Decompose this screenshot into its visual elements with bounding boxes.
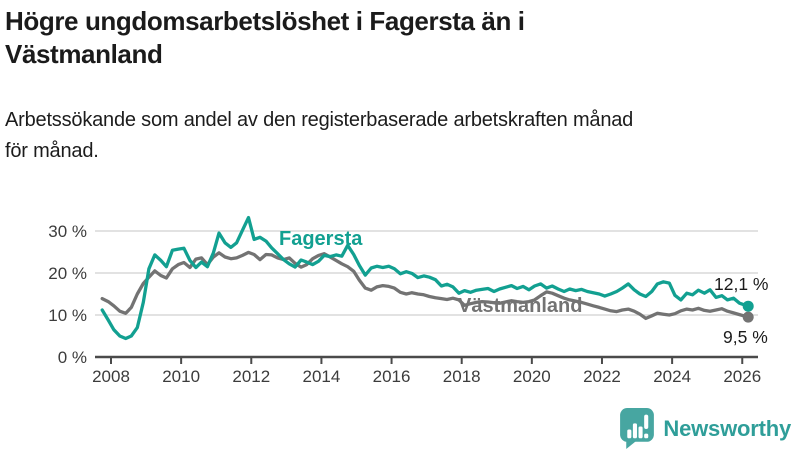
x-tick-label: 2020 — [513, 367, 551, 386]
subtitle-line-2: för månad. — [5, 140, 99, 162]
bar-1 — [627, 429, 632, 439]
y-tick-label: 10 % — [48, 306, 87, 325]
västmanland-value-label: 9,5 % — [723, 327, 768, 347]
bar-chart-exclamation-bubble-icon — [620, 408, 655, 449]
västmanland-series-label: Västmanland — [458, 295, 582, 317]
title-line-2: Västmanland — [5, 39, 163, 69]
bubble-shape — [620, 408, 655, 442]
chart-subtitle: Arbetssökande som andel av den registerb… — [5, 105, 633, 167]
exclamation-dot — [644, 433, 649, 439]
fagersta-line — [100, 215, 750, 341]
fagersta-end-dot — [742, 300, 754, 312]
x-tick-label: 2016 — [373, 367, 411, 386]
fagersta-series-label: Fagersta — [279, 228, 363, 250]
subtitle-line-1: Arbetssökande som andel av den registerb… — [5, 109, 634, 131]
x-tick-label: 2022 — [583, 367, 621, 386]
page-title: Högre ungdomsarbetslöshet i Fagersta än … — [5, 5, 525, 71]
x-tick-label: 2008 — [92, 367, 130, 386]
västmanland-end-dot — [742, 311, 754, 323]
title-line-1: Högre ungdomsarbetslöshet i Fagersta än … — [5, 6, 525, 36]
y-tick-label: 20 % — [48, 264, 87, 283]
x-tick-label: 2010 — [162, 367, 200, 386]
exclamation-stem — [644, 414, 649, 430]
x-tick-label: 2024 — [653, 367, 691, 386]
bar-3 — [638, 426, 644, 439]
bar-2 — [633, 423, 638, 439]
fagersta-value-label: 12,1 % — [714, 274, 768, 294]
y-tick-label: 30 % — [48, 222, 87, 241]
x-tick-label: 2026 — [723, 367, 761, 386]
newsworthy-wordmark: Newsworthy — [663, 415, 791, 441]
x-tick-label: 2012 — [232, 367, 270, 386]
newsworthy-logo: Newsworthy — [619, 407, 791, 450]
y-tick-label: 0 % — [58, 348, 87, 367]
x-tick-label: 2018 — [443, 367, 481, 386]
x-tick-label: 2014 — [303, 367, 341, 386]
bubble-tail — [626, 438, 637, 449]
